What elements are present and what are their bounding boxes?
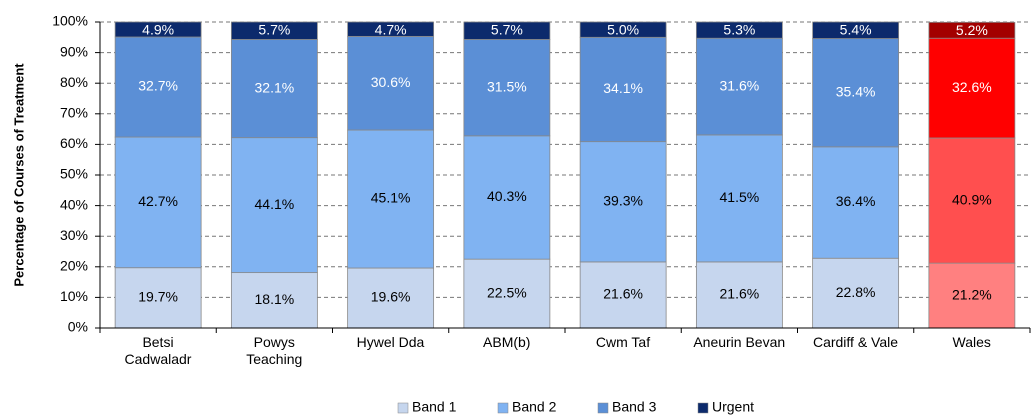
x-tick-label: Cwm Taf xyxy=(595,334,651,350)
y-tick-label: 0% xyxy=(68,319,88,335)
y-tick-label: 80% xyxy=(60,74,88,90)
bar-segment xyxy=(812,38,900,148)
bar-segment xyxy=(114,136,202,269)
data-label: 40.9% xyxy=(952,191,992,207)
y-tick-label: 90% xyxy=(60,43,88,59)
bar-segment xyxy=(230,272,318,329)
data-label: 19.6% xyxy=(371,289,411,305)
data-label: 32.1% xyxy=(255,79,295,95)
data-label: 45.1% xyxy=(371,190,411,206)
data-label: 4.9% xyxy=(142,22,174,38)
bar-segment xyxy=(463,135,551,260)
data-label: 42.7% xyxy=(138,193,178,209)
bar-segment xyxy=(695,21,783,39)
data-label: 35.4% xyxy=(836,83,876,99)
data-label: 22.5% xyxy=(487,284,527,300)
x-tick-label: Betsi Cadwaladr xyxy=(124,334,192,367)
data-label: 36.4% xyxy=(836,193,876,209)
bar-segment xyxy=(347,267,435,329)
data-label: 5.7% xyxy=(491,22,523,38)
bar-segment xyxy=(579,36,667,143)
x-tick-label: Wales xyxy=(952,334,991,350)
bar-segment xyxy=(463,21,551,40)
legend-swatch xyxy=(497,402,509,414)
data-label: 40.3% xyxy=(487,188,527,204)
x-tick-label: Hywel Dda xyxy=(356,334,425,350)
y-tick-label: 20% xyxy=(60,258,88,274)
legend-swatch xyxy=(397,402,409,414)
bar-segment xyxy=(695,134,783,263)
data-label: 5.0% xyxy=(607,22,639,38)
bar-segment xyxy=(695,261,783,329)
y-tick-label: 10% xyxy=(60,288,88,304)
data-label: 21.6% xyxy=(720,286,760,302)
legend-label: Band 3 xyxy=(612,399,657,415)
data-label: 34.1% xyxy=(603,80,643,96)
data-label: 41.5% xyxy=(720,189,760,205)
data-label: 18.1% xyxy=(255,291,295,307)
y-tick-label: 50% xyxy=(60,166,88,182)
y-tick-label: 40% xyxy=(60,196,88,212)
data-label: 31.6% xyxy=(720,77,760,93)
x-tick-label: ABM(b) xyxy=(483,334,531,350)
y-tick-label: 30% xyxy=(60,227,88,243)
bar-segment xyxy=(463,39,551,137)
legend-label: Band 2 xyxy=(512,399,557,415)
bar-segment xyxy=(463,258,551,329)
bar-segment xyxy=(579,261,667,329)
bar-segment xyxy=(812,146,900,259)
y-tick-label: 70% xyxy=(60,105,88,121)
bar-segment xyxy=(114,21,202,38)
data-label: 21.2% xyxy=(952,286,992,302)
y-axis-label: Percentage of Courses of Treatment xyxy=(11,63,26,287)
bar-segment xyxy=(928,262,1016,329)
bar-segment xyxy=(812,257,900,329)
bar-segment xyxy=(579,21,667,38)
x-tick-label: Powys Teaching xyxy=(246,334,303,367)
data-label: 44.1% xyxy=(255,196,295,212)
data-label: 21.6% xyxy=(603,286,643,302)
data-label: 31.5% xyxy=(487,78,527,94)
bar-segment xyxy=(928,21,1016,39)
data-label: 5.3% xyxy=(723,22,755,38)
data-label: 30.6% xyxy=(371,74,411,90)
bar-segment xyxy=(928,37,1016,139)
data-label: 32.7% xyxy=(138,78,178,94)
bar-segment xyxy=(230,137,318,274)
bar-segment xyxy=(114,36,202,138)
bar-segment xyxy=(812,21,900,39)
bar-segment xyxy=(347,35,435,131)
legend-swatch xyxy=(697,402,709,414)
data-label: 4.7% xyxy=(375,22,407,38)
legend-label: Band 1 xyxy=(412,399,457,415)
y-tick-label: 100% xyxy=(52,13,88,29)
data-label: 5.4% xyxy=(840,22,872,38)
legend-label: Urgent xyxy=(712,399,754,415)
data-label: 32.6% xyxy=(952,79,992,95)
x-tick-label: Cardiff & Vale xyxy=(812,334,899,350)
bar-segment xyxy=(695,37,783,136)
bar-segment xyxy=(347,21,435,37)
data-label: 5.2% xyxy=(956,22,988,38)
y-tick-label: 60% xyxy=(60,135,88,151)
data-label: 5.7% xyxy=(258,22,290,38)
x-tick-label: Aneurin Bevan xyxy=(693,334,786,350)
bar-segment xyxy=(230,21,318,40)
legend-swatch xyxy=(597,402,609,414)
data-label: 19.7% xyxy=(138,289,178,305)
data-label: 22.8% xyxy=(836,284,876,300)
data-label: 39.3% xyxy=(603,192,643,208)
bar-segment xyxy=(230,39,318,139)
bar-segment xyxy=(114,267,202,329)
